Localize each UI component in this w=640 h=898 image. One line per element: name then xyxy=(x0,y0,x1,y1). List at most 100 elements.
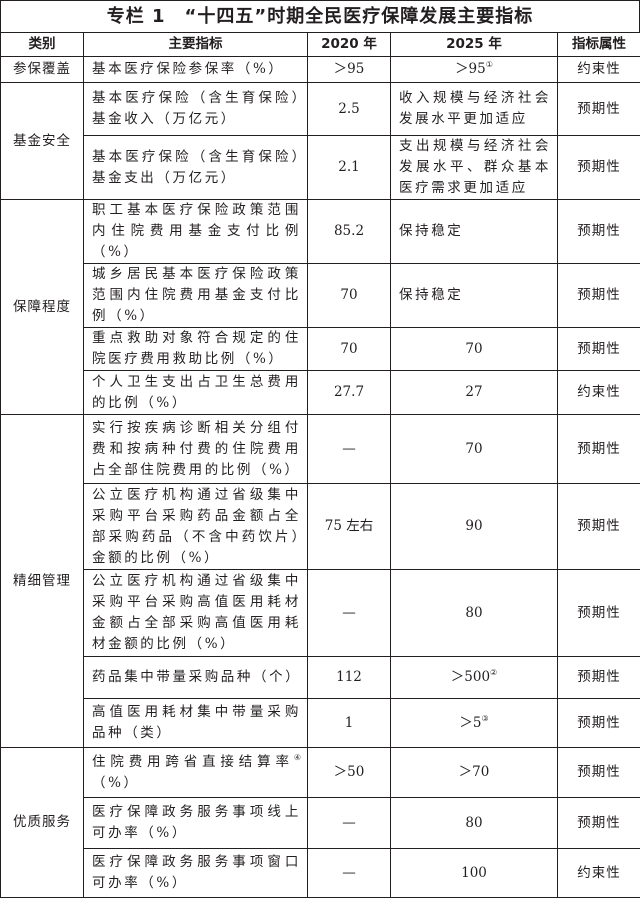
attribute-cell: 预期性 xyxy=(558,328,640,371)
value-2020-cell: — xyxy=(308,415,391,484)
indicator-cell: 基本医疗保险参保率（%） xyxy=(84,57,308,83)
value-2025-text: ＞70 xyxy=(459,764,490,780)
value-2020-cell: 2.5 xyxy=(308,83,391,136)
indicator-cell: 个人卫生支出占卫生总费用的比例（%） xyxy=(84,371,308,415)
indicators-table: 类别 主要指标 2020 年 2025 年 指标属性 参保覆盖基本医疗保险参保率… xyxy=(0,32,640,898)
indicator-cell: 城乡居民基本医疗保险政策范围内住院费用基金支付比例（%） xyxy=(84,264,308,328)
header-row: 类别 主要指标 2020 年 2025 年 指标属性 xyxy=(1,33,640,57)
value-2025-cell: 80 xyxy=(391,570,558,657)
value-2025-cell: 70 xyxy=(391,328,558,371)
table-row: 医疗保障政务服务事项窗口可办率（%）— 100 约束性 xyxy=(1,849,640,898)
attribute-cell: 预期性 xyxy=(558,200,640,264)
header-category: 类别 xyxy=(1,33,84,57)
attribute-cell: 预期性 xyxy=(558,699,640,748)
indicator-cell: 重点救助对象符合规定的住院医疗费用救助比例（%） xyxy=(84,328,308,371)
table-row: 精细管理实行按疾病诊断相关分组付费和按病种付费的住院费用占全部住院费用的比例（%… xyxy=(1,415,640,484)
table-row: 公立医疗机构通过省级集中采购平台采购高值医用耗材金额占全部采购高值医用耗材金额的… xyxy=(1,570,640,657)
footnote-mark: ① xyxy=(486,60,493,69)
value-2025-text: ＞500 xyxy=(451,669,490,685)
attribute-cell: 预期性 xyxy=(558,83,640,136)
value-2020-cell: 1 xyxy=(308,699,391,748)
value-2025-cell: 收入规模与经济社会发展水平更加适应 xyxy=(391,83,558,136)
value-2020-cell: 70 xyxy=(308,264,391,328)
attribute-cell: 约束性 xyxy=(558,371,640,415)
value-2020-cell: 27.7 xyxy=(308,371,391,415)
indicator-text: 公立医疗机构通过省级集中采购平台采购高值医用耗材金额占全部采购高值医用耗材金额的… xyxy=(92,573,301,652)
value-2025-cell: 保持稳定 xyxy=(391,200,558,264)
value-2025-text: 保持稳定 xyxy=(399,287,463,303)
indicator-text: 职工基本医疗保险政策范围内住院费用基金支付比例（%） xyxy=(92,202,301,260)
indicator-text: 重点救助对象符合规定的住院医疗费用救助比例（%） xyxy=(92,330,301,367)
value-2025-text: 100 xyxy=(461,865,487,881)
header-indicator: 主要指标 xyxy=(84,33,308,57)
value-2025-text: 支出规模与经济社会发展水平、群众基本医疗需求更加适应 xyxy=(399,138,551,196)
indicator-cell: 医疗保障政务服务事项窗口可办率（%） xyxy=(84,849,308,898)
value-2025-text: ＞95 xyxy=(455,61,486,77)
value-2020-cell: 75 左右 xyxy=(308,484,391,570)
category-cell: 基金安全 xyxy=(1,83,84,200)
indicator-unit: （%） xyxy=(92,775,140,791)
indicator-cell: 公立医疗机构通过省级集中采购平台采购高值医用耗材金额占全部采购高值医用耗材金额的… xyxy=(84,570,308,657)
value-2020-cell: ＞95 xyxy=(308,57,391,83)
value-2020-cell: — xyxy=(308,798,391,849)
header-attribute: 指标属性 xyxy=(558,33,640,57)
value-2025-cell: 70 xyxy=(391,415,558,484)
indicator-cell: 高值医用耗材集中带量采购品种（类） xyxy=(84,699,308,748)
attribute-cell: 约束性 xyxy=(558,849,640,898)
attribute-cell: 预期性 xyxy=(558,484,640,570)
indicator-text: 公立医疗机构通过省级集中采购平台采购药品金额占全部采购药品（不含中药饮片）金额的… xyxy=(92,487,301,566)
value-2025-cell: ＞95① xyxy=(391,57,558,83)
value-2025-cell: ＞500② xyxy=(391,657,558,699)
value-2020-cell: 70 xyxy=(308,328,391,371)
value-2025-cell: 27 xyxy=(391,371,558,415)
category-cell: 参保覆盖 xyxy=(1,57,84,83)
indicator-cell: 基本医疗保险（含生育保险）基金收入（万亿元） xyxy=(84,83,308,136)
header-2020: 2020 年 xyxy=(308,33,391,57)
category-cell: 保障程度 xyxy=(1,200,84,415)
attribute-cell: 预期性 xyxy=(558,136,640,200)
value-2025-cell: ＞70 xyxy=(391,748,558,798)
indicator-text: 个人卫生支出占卫生总费用的比例（%） xyxy=(92,374,301,411)
indicator-text: 住院费用跨省直接结算率 xyxy=(92,754,294,770)
indicator-text: 基本医疗保险（含生育保险）基金支出（万亿元） xyxy=(92,149,301,186)
table-row: 公立医疗机构通过省级集中采购平台采购药品金额占全部采购药品（不含中药饮片）金额的… xyxy=(1,484,640,570)
attribute-cell: 预期性 xyxy=(558,748,640,798)
indicator-text: 高值医用耗材集中带量采购品种（类） xyxy=(92,704,301,741)
table-row: 高值医用耗材集中带量采购品种（类）1 ＞5③ 预期性 xyxy=(1,699,640,748)
attribute-cell: 预期性 xyxy=(558,570,640,657)
indicator-cell: 药品集中带量采购品种（个） xyxy=(84,657,308,699)
table-title: 专栏 1 “十四五”时期全民医疗保障发展主要指标 xyxy=(0,0,640,32)
value-2025-text: 70 xyxy=(465,441,482,457)
value-2025-text: ＞5 xyxy=(459,715,481,731)
attribute-cell: 预期性 xyxy=(558,657,640,699)
indicator-text: 药品集中带量采购品种（个） xyxy=(92,669,301,685)
indicator-text: 城乡居民基本医疗保险政策范围内住院费用基金支付比例（%） xyxy=(92,266,301,324)
value-2025-text: 收入规模与经济社会发展水平更加适应 xyxy=(399,90,551,127)
indicator-text: 基本医疗保险参保率（%） xyxy=(92,61,285,77)
value-2020-cell: 85.2 xyxy=(308,200,391,264)
indicator-cell: 职工基本医疗保险政策范围内住院费用基金支付比例（%） xyxy=(84,200,308,264)
attribute-cell: 预期性 xyxy=(558,415,640,484)
indicator-cell: 住院费用跨省直接结算率④（%） xyxy=(84,748,308,798)
indicator-cell: 医疗保障政务服务事项线上可办率（%） xyxy=(84,798,308,849)
header-2025: 2025 年 xyxy=(391,33,558,57)
category-cell: 优质服务 xyxy=(1,748,84,898)
value-2025-text: 保持稳定 xyxy=(399,223,463,239)
value-2025-text: 90 xyxy=(465,518,482,534)
footnote-mark: ③ xyxy=(481,714,488,723)
value-2020-cell: 2.1 xyxy=(308,136,391,200)
value-2025-text: 80 xyxy=(465,815,482,831)
value-2020-cell: — xyxy=(308,849,391,898)
indicator-cell: 基本医疗保险（含生育保险）基金支出（万亿元） xyxy=(84,136,308,200)
value-2025-text: 80 xyxy=(465,605,482,621)
value-2025-cell: 80 xyxy=(391,798,558,849)
